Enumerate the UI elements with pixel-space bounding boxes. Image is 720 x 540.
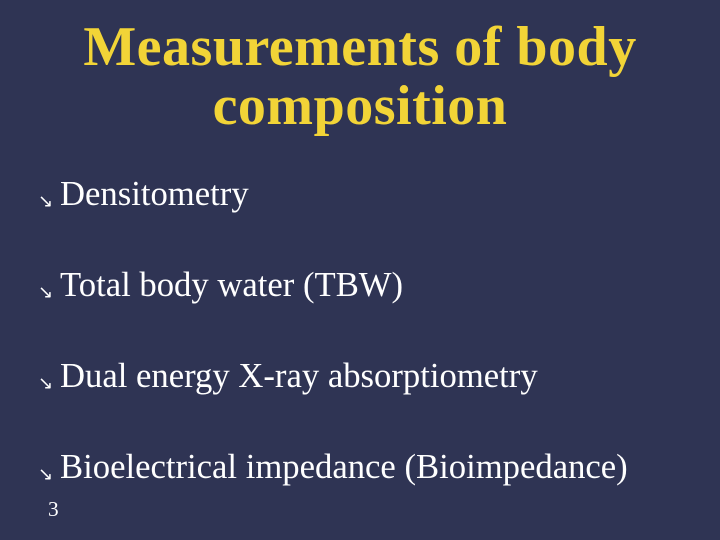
list-item: ↘ Densitometry — [38, 175, 690, 214]
page-number: 3 — [48, 497, 59, 522]
bullet-arrow-icon: ↘ — [38, 192, 60, 210]
bullet-text: Densitometry — [60, 175, 249, 214]
bullet-text: Bioelectrical impedance (Bioimpedance) — [60, 448, 628, 487]
bullet-text: Total body water (TBW) — [60, 266, 403, 305]
title-line-2: composition — [213, 75, 508, 137]
bullet-arrow-icon: ↘ — [38, 374, 60, 392]
list-item: ↘ Total body water (TBW) — [38, 266, 690, 305]
list-item: ↘ Bioelectrical impedance (Bioimpedance) — [38, 448, 690, 487]
bullet-text: Dual energy X-ray absorptiometry — [60, 357, 538, 396]
slide: Measurements of body composition ↘ Densi… — [0, 0, 720, 540]
bullet-list: ↘ Densitometry ↘ Total body water (TBW) … — [38, 175, 690, 539]
slide-title: Measurements of body composition — [0, 0, 720, 136]
title-line-1: Measurements of body — [83, 16, 636, 78]
bullet-arrow-icon: ↘ — [38, 465, 60, 483]
list-item: ↘ Dual energy X-ray absorptiometry — [38, 357, 690, 396]
bullet-arrow-icon: ↘ — [38, 283, 60, 301]
